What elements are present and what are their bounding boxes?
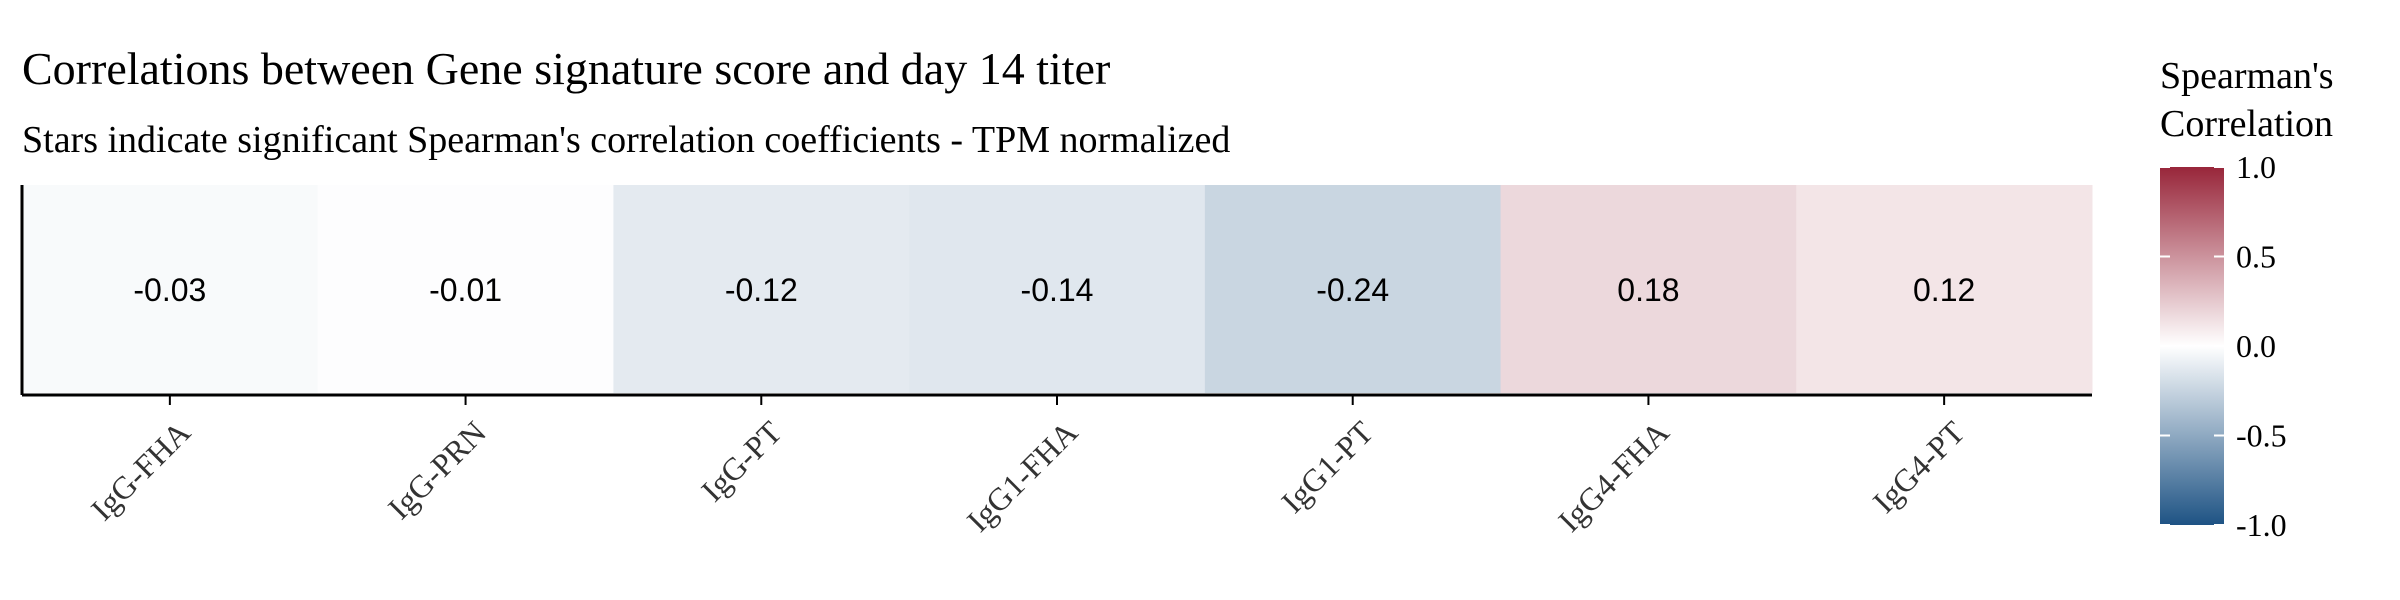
legend-title-line1: Spearman's [2160, 55, 2334, 97]
x-axis-tick-labels: IgG-FHA IgG-PRN IgG-PT IgG1-FHA IgG1-PT IgG4-… [84, 414, 1972, 539]
cell-value-label: -0.14 [1021, 272, 1094, 308]
x-tick-label: IgG1-FHA [960, 414, 1085, 539]
cell-value-label: -0.03 [133, 272, 206, 308]
heatmap-cell [1796, 185, 2093, 393]
legend-tick-label: -1.0 [2236, 507, 2287, 543]
heatmap-cell-labels: -0.03 -0.01 -0.12 -0.14 -0.24 0.18 0.12 [133, 272, 1975, 308]
cell-value-label: -0.12 [725, 272, 798, 308]
heatmap-cell [613, 185, 910, 393]
x-tick-label: IgG-PT [694, 414, 789, 509]
x-axis-ticks [168, 395, 1946, 405]
cell-value-label: -0.01 [429, 272, 502, 308]
legend-tick-label: 0.5 [2236, 239, 2276, 275]
heatmap-cell [22, 185, 319, 393]
legend-tick-label: -0.5 [2236, 418, 2287, 454]
chart-subtitle: Stars indicate significant Spearman's co… [22, 119, 1230, 161]
legend-title-line2: Correlation [2160, 103, 2333, 145]
x-tick-label: IgG4-PT [1866, 414, 1972, 520]
x-tick-label: IgG-PRN [381, 414, 493, 526]
legend-tick-label: 0.0 [2236, 328, 2276, 364]
heatmap-cell [317, 185, 614, 393]
x-tick-label: IgG1-PT [1274, 414, 1380, 520]
heatmap-cell [1500, 185, 1797, 393]
cell-value-label: 0.18 [1617, 272, 1679, 308]
legend-ticks: 1.0 0.5 0.0 -0.5 -1.0 [2160, 149, 2287, 543]
legend: Spearman's Correlation 1.0 0.5 0.0 -0.5 -1.0 [2160, 55, 2334, 543]
heatmap-cell [909, 185, 1206, 393]
legend-tick-label: 1.0 [2236, 149, 2276, 185]
heatmap-cells [22, 185, 2093, 393]
cell-value-label: -0.24 [1316, 272, 1389, 308]
cell-value-label: 0.12 [1913, 272, 1975, 308]
heatmap-cell [1204, 185, 1502, 393]
x-tick-label: IgG-FHA [84, 414, 197, 527]
chart-title: Correlations between Gene signature scor… [22, 43, 1110, 94]
x-tick-label: IgG4-FHA [1551, 414, 1676, 539]
legend-colorbar [2160, 167, 2224, 525]
